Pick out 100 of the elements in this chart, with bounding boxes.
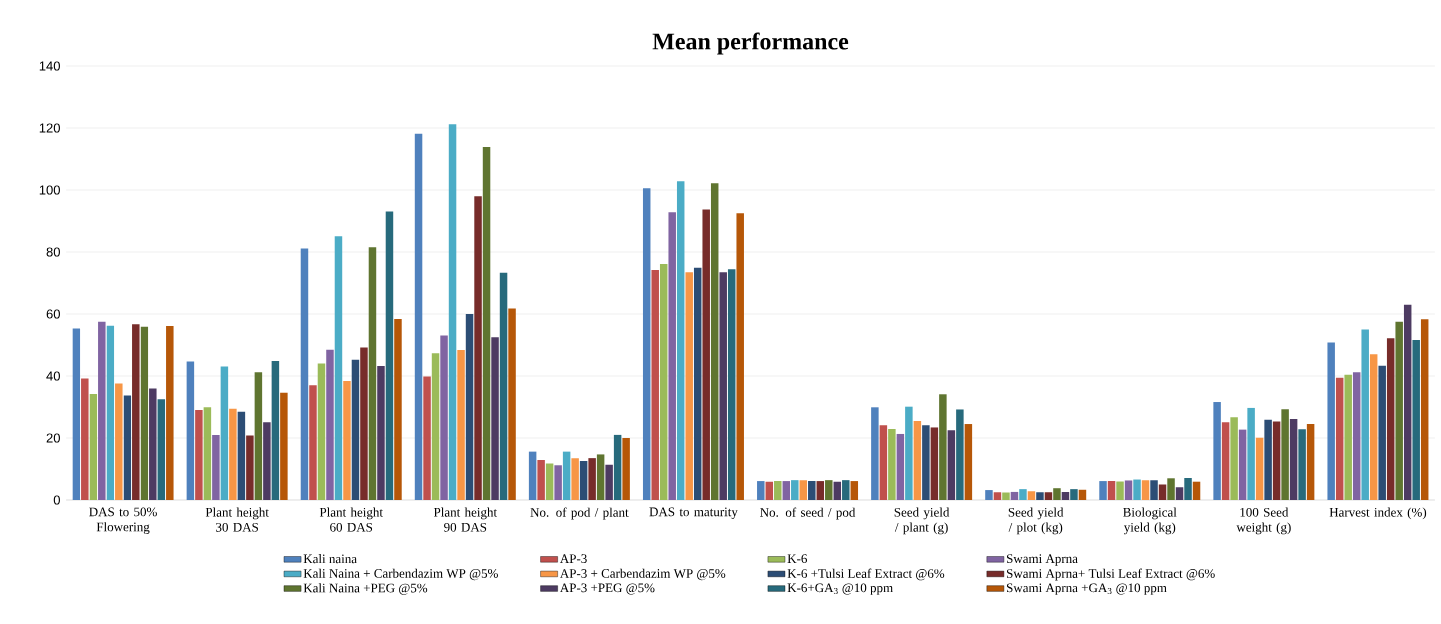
bar: [905, 406, 913, 500]
bar: [842, 480, 850, 500]
legend-label: Swami Aprna+ Tulsi Leaf Extract @6%: [1006, 568, 1215, 581]
bar: [1019, 489, 1027, 500]
y-tick-label: 100: [39, 185, 60, 195]
bar: [280, 392, 288, 500]
bar: [765, 481, 774, 500]
bar: [964, 424, 973, 500]
bar: [1403, 304, 1412, 500]
bar: [774, 481, 782, 500]
bar: [605, 464, 613, 500]
bar: [1395, 321, 1403, 500]
y-tick-label: 80: [46, 247, 60, 257]
y-tick-label: 20: [46, 433, 60, 443]
bar: [72, 328, 81, 500]
chart-title: Mean performance: [652, 32, 849, 55]
bar: [98, 321, 106, 500]
legend-label: AP-3 +PEG @5%: [559, 583, 655, 595]
bar: [508, 308, 516, 500]
bar: [1010, 491, 1019, 500]
bar: [132, 324, 140, 500]
bar: [1175, 487, 1184, 500]
legend-label: AP-3: [559, 554, 587, 564]
bar: [545, 463, 554, 500]
bar: [850, 481, 859, 500]
bar: [816, 481, 825, 500]
x-tick-label: Seed yield / plant (g): [894, 507, 950, 535]
bar: [414, 133, 423, 500]
bar: [1230, 417, 1238, 500]
bar: [246, 435, 254, 500]
bar: [195, 410, 203, 500]
bar: [1133, 479, 1141, 500]
x-tick-label: Plant height 30 DAS: [205, 507, 269, 532]
bar: [1306, 424, 1315, 500]
bar: [888, 429, 896, 500]
bar: [757, 481, 765, 500]
bar: [791, 480, 799, 500]
bar: [1378, 365, 1386, 500]
bar: [1027, 491, 1036, 500]
bar: [309, 385, 317, 500]
bar: [685, 272, 693, 500]
bar: [360, 347, 368, 500]
bar: [930, 427, 939, 500]
x-tick-label: No. of seed / pod: [760, 507, 856, 520]
bar: [668, 212, 676, 500]
bar: [1184, 477, 1192, 500]
bar: [939, 394, 947, 500]
bar: [651, 269, 659, 500]
bar: [385, 211, 394, 500]
bar: [702, 209, 710, 500]
bar: [220, 366, 229, 500]
bar: [896, 433, 905, 500]
bar: [229, 408, 237, 500]
bar: [1361, 329, 1369, 500]
bar: [879, 425, 888, 500]
bar: [115, 383, 123, 500]
x-tick-label: Plant height 60 DAS: [319, 507, 383, 532]
bar: [81, 378, 89, 500]
bar: [719, 272, 727, 500]
legend-label: K-6: [787, 554, 808, 564]
bar: [1099, 481, 1107, 500]
bar: [326, 349, 334, 500]
legend-label: K-6 +Tulsi Leaf Extract @6%: [787, 568, 945, 581]
x-tick-label: DAS to maturity: [649, 507, 738, 519]
bar: [727, 269, 736, 500]
bar: [377, 366, 385, 500]
bar: [1272, 421, 1281, 500]
bar: [1141, 480, 1150, 500]
bar: [1192, 481, 1201, 500]
bar: [693, 267, 702, 500]
bar: [1298, 429, 1306, 500]
bar: [1213, 402, 1221, 500]
bar: [394, 318, 402, 500]
bar: [212, 434, 220, 500]
bar: [457, 349, 465, 500]
bar: [993, 492, 1002, 500]
bar: [203, 407, 212, 500]
bar: [166, 326, 174, 500]
bar: [588, 458, 596, 500]
bar: [1420, 319, 1429, 500]
bar: [149, 388, 157, 500]
bar: [808, 481, 816, 500]
bar: [622, 437, 630, 500]
bar: [254, 372, 263, 500]
bar: [799, 480, 808, 500]
legend-label: AP-3 + Carbendazim WP @5%: [559, 568, 726, 581]
x-tick-label: DAS to 50% Flowering: [89, 507, 157, 534]
bar: [351, 359, 360, 500]
bar: [491, 337, 499, 500]
bar: [1289, 419, 1298, 500]
bar: [465, 313, 474, 500]
bar: [571, 458, 579, 500]
bar: [596, 454, 605, 500]
bar: [1002, 492, 1010, 500]
bar: [736, 213, 744, 500]
bar: [676, 181, 685, 500]
bar: [833, 481, 842, 500]
bar: [106, 325, 115, 500]
bar: [440, 335, 448, 500]
bar: [237, 411, 246, 500]
